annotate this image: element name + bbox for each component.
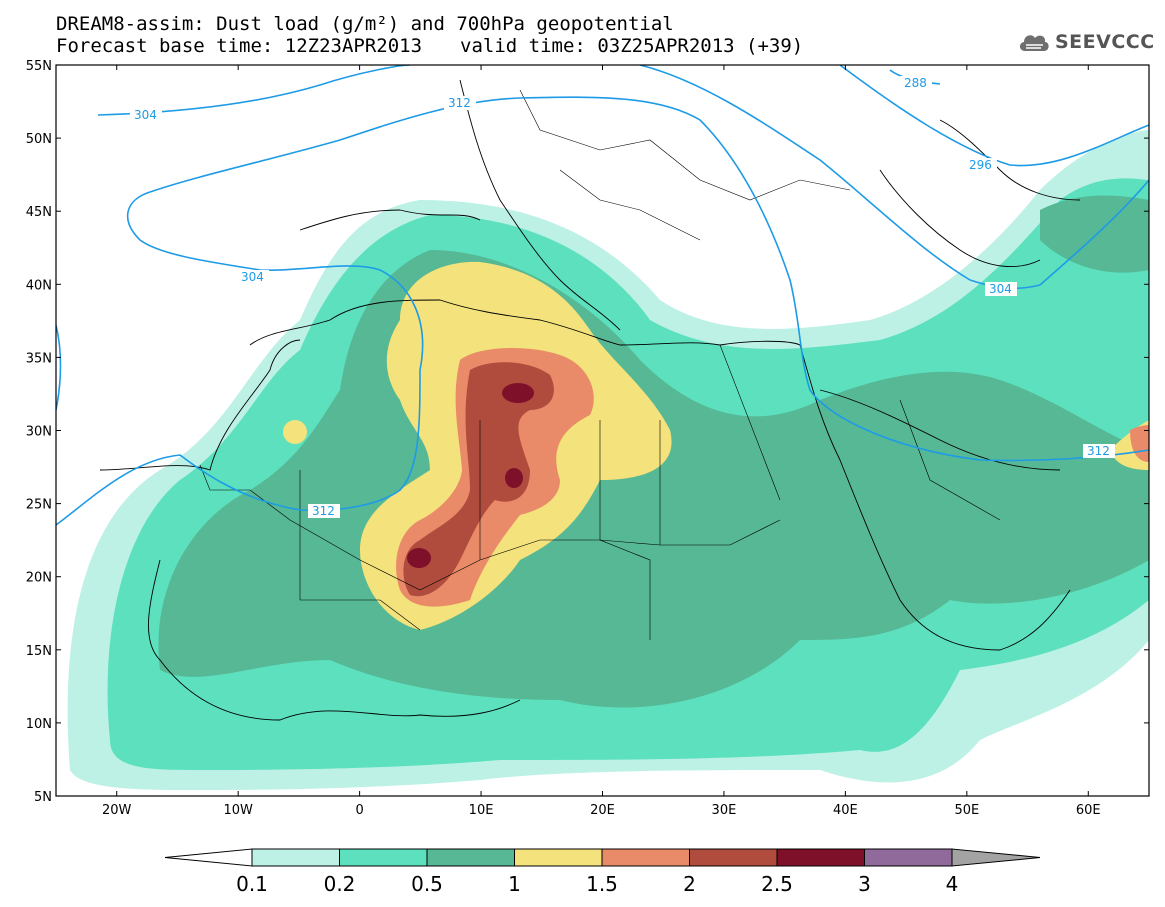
contour-labels: 304 312 288 296 304 312 312 304 (130, 76, 1115, 518)
colorbar-box (251, 848, 340, 867)
colorbar-box (689, 848, 778, 867)
colorbar-label: 0.2 (323, 872, 356, 896)
lon-label: 10W (223, 803, 253, 818)
colorbar-label: 3 (858, 872, 871, 896)
lat-label: 15N (26, 644, 52, 659)
colorbar-label: 2 (683, 872, 696, 896)
lat-label: 55N (26, 59, 52, 74)
map-title: DREAM8-assim: Dust load (g/m²) and 700hP… (56, 13, 674, 35)
colorbar-boxes (251, 848, 953, 867)
dust-field-2.5 (407, 383, 534, 568)
cloud-icon (1019, 35, 1049, 51)
lat-label: 45N (26, 205, 52, 220)
lat-label: 50N (26, 132, 52, 147)
forecast-base-time: Forecast base time: 12Z23APR2013 (56, 35, 423, 57)
coastlines (99, 79, 1081, 721)
colorbar-label: 1.5 (586, 872, 618, 896)
seevccc-logo: SEEVCCC (1017, 28, 1157, 56)
valid-time: valid time: 03Z25APR2013 (+39) (460, 35, 804, 57)
colorbar-label: 4 (945, 872, 959, 896)
colorbar (164, 848, 1041, 867)
lon-label: 10E (469, 803, 494, 818)
lat-label: 20N (26, 571, 52, 586)
colorbar-box (601, 848, 690, 867)
colorbar-label: 0.5 (411, 872, 443, 896)
lat-label: 25N (26, 498, 52, 513)
contour-label: 288 (904, 76, 927, 90)
colorbar-label: 1 (508, 872, 521, 896)
lon-label: 0 (355, 803, 363, 818)
colorbar-high-arrow (951, 848, 1041, 867)
lon-label: 30E (712, 803, 737, 818)
lat-label: 30N (26, 425, 52, 440)
lon-label: 50E (954, 803, 979, 818)
lat-label: 40N (26, 278, 52, 293)
colorbar-label: 2.5 (761, 872, 793, 896)
lon-label: 60E (1076, 803, 1101, 818)
colorbar-box (864, 848, 953, 867)
colorbar-box (776, 848, 865, 867)
colorbar-label: 0.1 (236, 872, 268, 896)
contour-label: 312 (1087, 444, 1110, 458)
contour-label: 304 (989, 282, 1012, 296)
contour-label: 296 (969, 158, 992, 172)
dust-field-2 (403, 362, 554, 597)
contour-label: 312 (312, 504, 335, 518)
lat-label: 10N (26, 717, 52, 732)
contour-label: 304 (241, 270, 264, 284)
longitude-labels: 20W 10W 0 10E 20E 30E 40E 50E 60E (102, 803, 1101, 818)
latitude-labels: 55N 50N 45N 40N 35N 30N 25N 20N 15N 10N 5N (26, 59, 52, 805)
lat-label: 5N (34, 790, 52, 805)
country-borders (199, 89, 1001, 640)
colorbar-box (514, 848, 603, 867)
lon-label: 20E (590, 803, 615, 818)
contour-label: 304 (134, 108, 157, 122)
geopotential-contours (56, 65, 1149, 526)
logo-text: SEEVCCC (1055, 31, 1155, 53)
lon-label: 40E (833, 803, 858, 818)
axis-ticks (56, 64, 1149, 797)
map-plot-area: 304 312 288 296 304 312 312 304 (56, 65, 1149, 796)
colorbar-box (339, 848, 428, 867)
colorbar-box (426, 848, 515, 867)
lon-label: 20W (102, 803, 132, 818)
lat-label: 35N (26, 351, 52, 366)
map-subtitle: Forecast base time: 12Z23APR2013 valid ti… (56, 36, 803, 56)
contour-label: 312 (448, 96, 471, 110)
colorbar-low-arrow (164, 848, 253, 867)
